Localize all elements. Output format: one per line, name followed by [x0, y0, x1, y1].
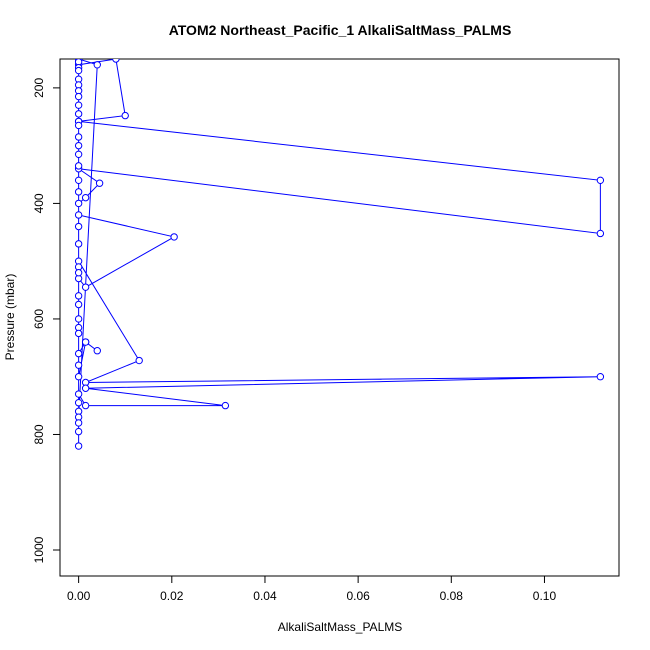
- data-point: [74, 150, 83, 159]
- x-tick-label: 0.04: [253, 589, 277, 603]
- data-point: [74, 361, 83, 369]
- data-point: [74, 121, 83, 130]
- data-point: [74, 162, 83, 170]
- x-tick-label: 0.02: [160, 589, 184, 603]
- data-point: [74, 199, 83, 208]
- x-tick-label: 0.06: [346, 589, 370, 603]
- data-point: [74, 292, 83, 300]
- x-tick-label: 0.00: [67, 589, 91, 603]
- data-point: [74, 373, 83, 381]
- data-point: [74, 269, 83, 277]
- data-point: [74, 66, 83, 75]
- data-point: [74, 211, 83, 219]
- x-tick-label: 0.10: [533, 589, 557, 603]
- data-point: [596, 176, 605, 185]
- data-point: [93, 347, 101, 355]
- y-tick-label: 800: [32, 424, 46, 444]
- chart-title: ATOM2 Northeast_Pacific_1 AlkaliSaltMass…: [169, 22, 512, 38]
- data-point: [135, 356, 143, 365]
- data-point: [74, 399, 83, 407]
- data-point: [112, 59, 120, 63]
- data-point: [74, 176, 83, 185]
- data-point: [95, 179, 104, 187]
- x-axis-label: AlkaliSaltMass_PALMS: [278, 620, 403, 634]
- data-point: [81, 401, 90, 410]
- y-tick-label: 200: [32, 78, 46, 98]
- data-point: [81, 384, 90, 392]
- data-point: [74, 92, 83, 101]
- data-point: [93, 61, 101, 69]
- y-tick-label: 400: [32, 193, 46, 213]
- data-point: [81, 283, 90, 291]
- data-point: [74, 110, 83, 118]
- data-point: [596, 373, 605, 381]
- data-point: [74, 133, 83, 141]
- y-axis-label: Pressure (mbar): [3, 274, 17, 361]
- x-axis: 0.00 0.02 0.04 0.06 0.08 0.10: [67, 576, 557, 603]
- data-point: [121, 111, 129, 120]
- x-tick-label: 0.08: [440, 589, 464, 603]
- data-point: [74, 349, 83, 358]
- data-point: [170, 233, 178, 241]
- data-point: [74, 188, 83, 196]
- data-point: [74, 240, 83, 248]
- data-point: [81, 338, 90, 346]
- data-point: [74, 329, 83, 338]
- data-point: [74, 390, 83, 398]
- data-point: [74, 101, 83, 109]
- data-point: [221, 401, 230, 410]
- data-point: [74, 300, 83, 309]
- y-tick-label: 600: [32, 309, 46, 329]
- data-point: [74, 141, 83, 150]
- data-point: [74, 315, 83, 323]
- data-point: [81, 193, 90, 202]
- y-tick-label: 1000: [32, 536, 46, 563]
- data-point: [596, 229, 605, 238]
- data-point: [74, 427, 83, 436]
- plot-frame: [59, 58, 620, 577]
- data-point: [74, 419, 83, 427]
- series-points: [74, 59, 605, 450]
- data-point: [74, 222, 83, 231]
- series-line: [78, 59, 601, 447]
- plot-area: [74, 59, 605, 450]
- data-point: [74, 442, 83, 450]
- y-axis: 200 400 600 800 1000: [32, 78, 60, 563]
